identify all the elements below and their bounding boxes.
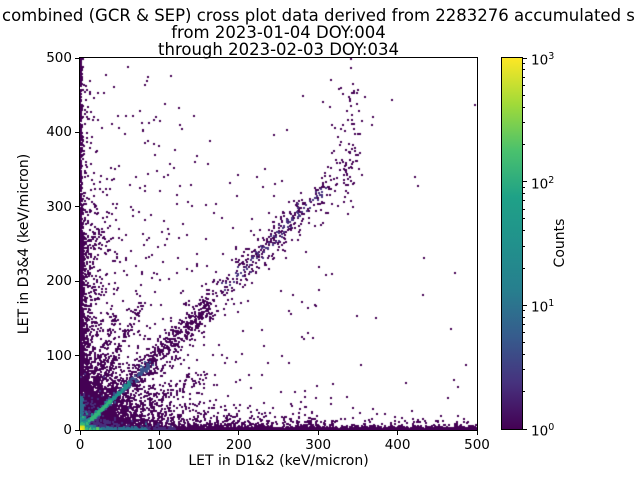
y-tick xyxy=(75,355,79,357)
cbar-minor-tick xyxy=(523,342,525,344)
cbar-minor-tick xyxy=(523,323,525,325)
x-tick-label: 200 xyxy=(225,437,252,453)
x-axis-label: LET in D1&2 (keV/micron) xyxy=(188,453,369,469)
x-tick-label: 300 xyxy=(305,437,332,453)
y-axis-label: LET in D3&4 (keV/micron) xyxy=(16,153,32,335)
scatter-canvas xyxy=(80,58,477,430)
colorbar-gradient xyxy=(501,57,523,430)
colorbar-label: Counts xyxy=(552,218,568,268)
cbar-minor-tick xyxy=(523,310,525,312)
cbar-minor-tick xyxy=(523,332,525,334)
cbar-minor-tick xyxy=(523,369,525,371)
chart-title-line3: through 2023-02-03 DOY:034 xyxy=(158,40,399,59)
cbar-minor-tick xyxy=(523,230,525,232)
cbar-minor-tick xyxy=(523,143,525,145)
cbar-tick-label: 101 xyxy=(531,298,555,316)
cbar-minor-tick xyxy=(523,69,525,71)
y-tick-label: 100 xyxy=(46,347,72,364)
cbar-minor-tick xyxy=(523,200,525,202)
chart-title-line1: combined (GCR & SEP) cross plot data der… xyxy=(2,6,635,25)
cbar-tick xyxy=(523,428,527,430)
y-tick-label: 500 xyxy=(46,50,72,66)
x-tick xyxy=(317,431,319,435)
cbar-minor-tick xyxy=(523,316,525,318)
cbar-minor-tick xyxy=(523,267,525,269)
x-tick xyxy=(158,431,160,435)
cbar-tick xyxy=(523,57,527,59)
x-tick xyxy=(238,431,240,435)
x-tick-label: 0 xyxy=(75,437,85,453)
cbar-minor-tick xyxy=(523,84,525,86)
cbar-minor-tick xyxy=(523,193,525,195)
x-tick xyxy=(397,431,399,435)
cbar-tick xyxy=(523,304,527,306)
cbar-minor-tick xyxy=(523,186,525,188)
cbar-minor-tick xyxy=(523,76,525,78)
cbar-minor-tick xyxy=(523,63,525,65)
x-tick xyxy=(79,431,81,435)
x-tick-label: 400 xyxy=(384,437,411,453)
x-tick-label: 100 xyxy=(146,437,173,453)
y-tick xyxy=(75,429,79,431)
cbar-minor-tick xyxy=(523,391,525,393)
chart-title-line2: from 2023-01-04 DOY:004 xyxy=(171,23,386,42)
cbar-minor-tick xyxy=(523,208,525,210)
x-tick xyxy=(476,431,478,435)
x-tick-label: 500 xyxy=(464,437,490,453)
y-tick-label: 200 xyxy=(46,273,72,290)
cbar-tick-label: 100 xyxy=(531,422,555,440)
y-tick xyxy=(75,280,79,282)
y-tick xyxy=(75,57,79,59)
y-tick-label: 0 xyxy=(63,422,72,438)
y-tick-label: 400 xyxy=(46,124,72,141)
cbar-minor-tick xyxy=(523,354,525,356)
cbar-minor-tick xyxy=(523,122,525,124)
cbar-tick-label: 103 xyxy=(531,51,555,69)
cbar-tick xyxy=(523,181,527,183)
y-tick-label: 300 xyxy=(46,198,72,215)
cbar-minor-tick xyxy=(523,94,525,96)
cbar-minor-tick xyxy=(523,218,525,220)
y-tick xyxy=(75,131,79,133)
cbar-tick-label: 102 xyxy=(531,174,555,193)
cbar-minor-tick xyxy=(523,106,525,108)
y-tick xyxy=(75,206,79,208)
cbar-minor-tick xyxy=(523,245,525,247)
